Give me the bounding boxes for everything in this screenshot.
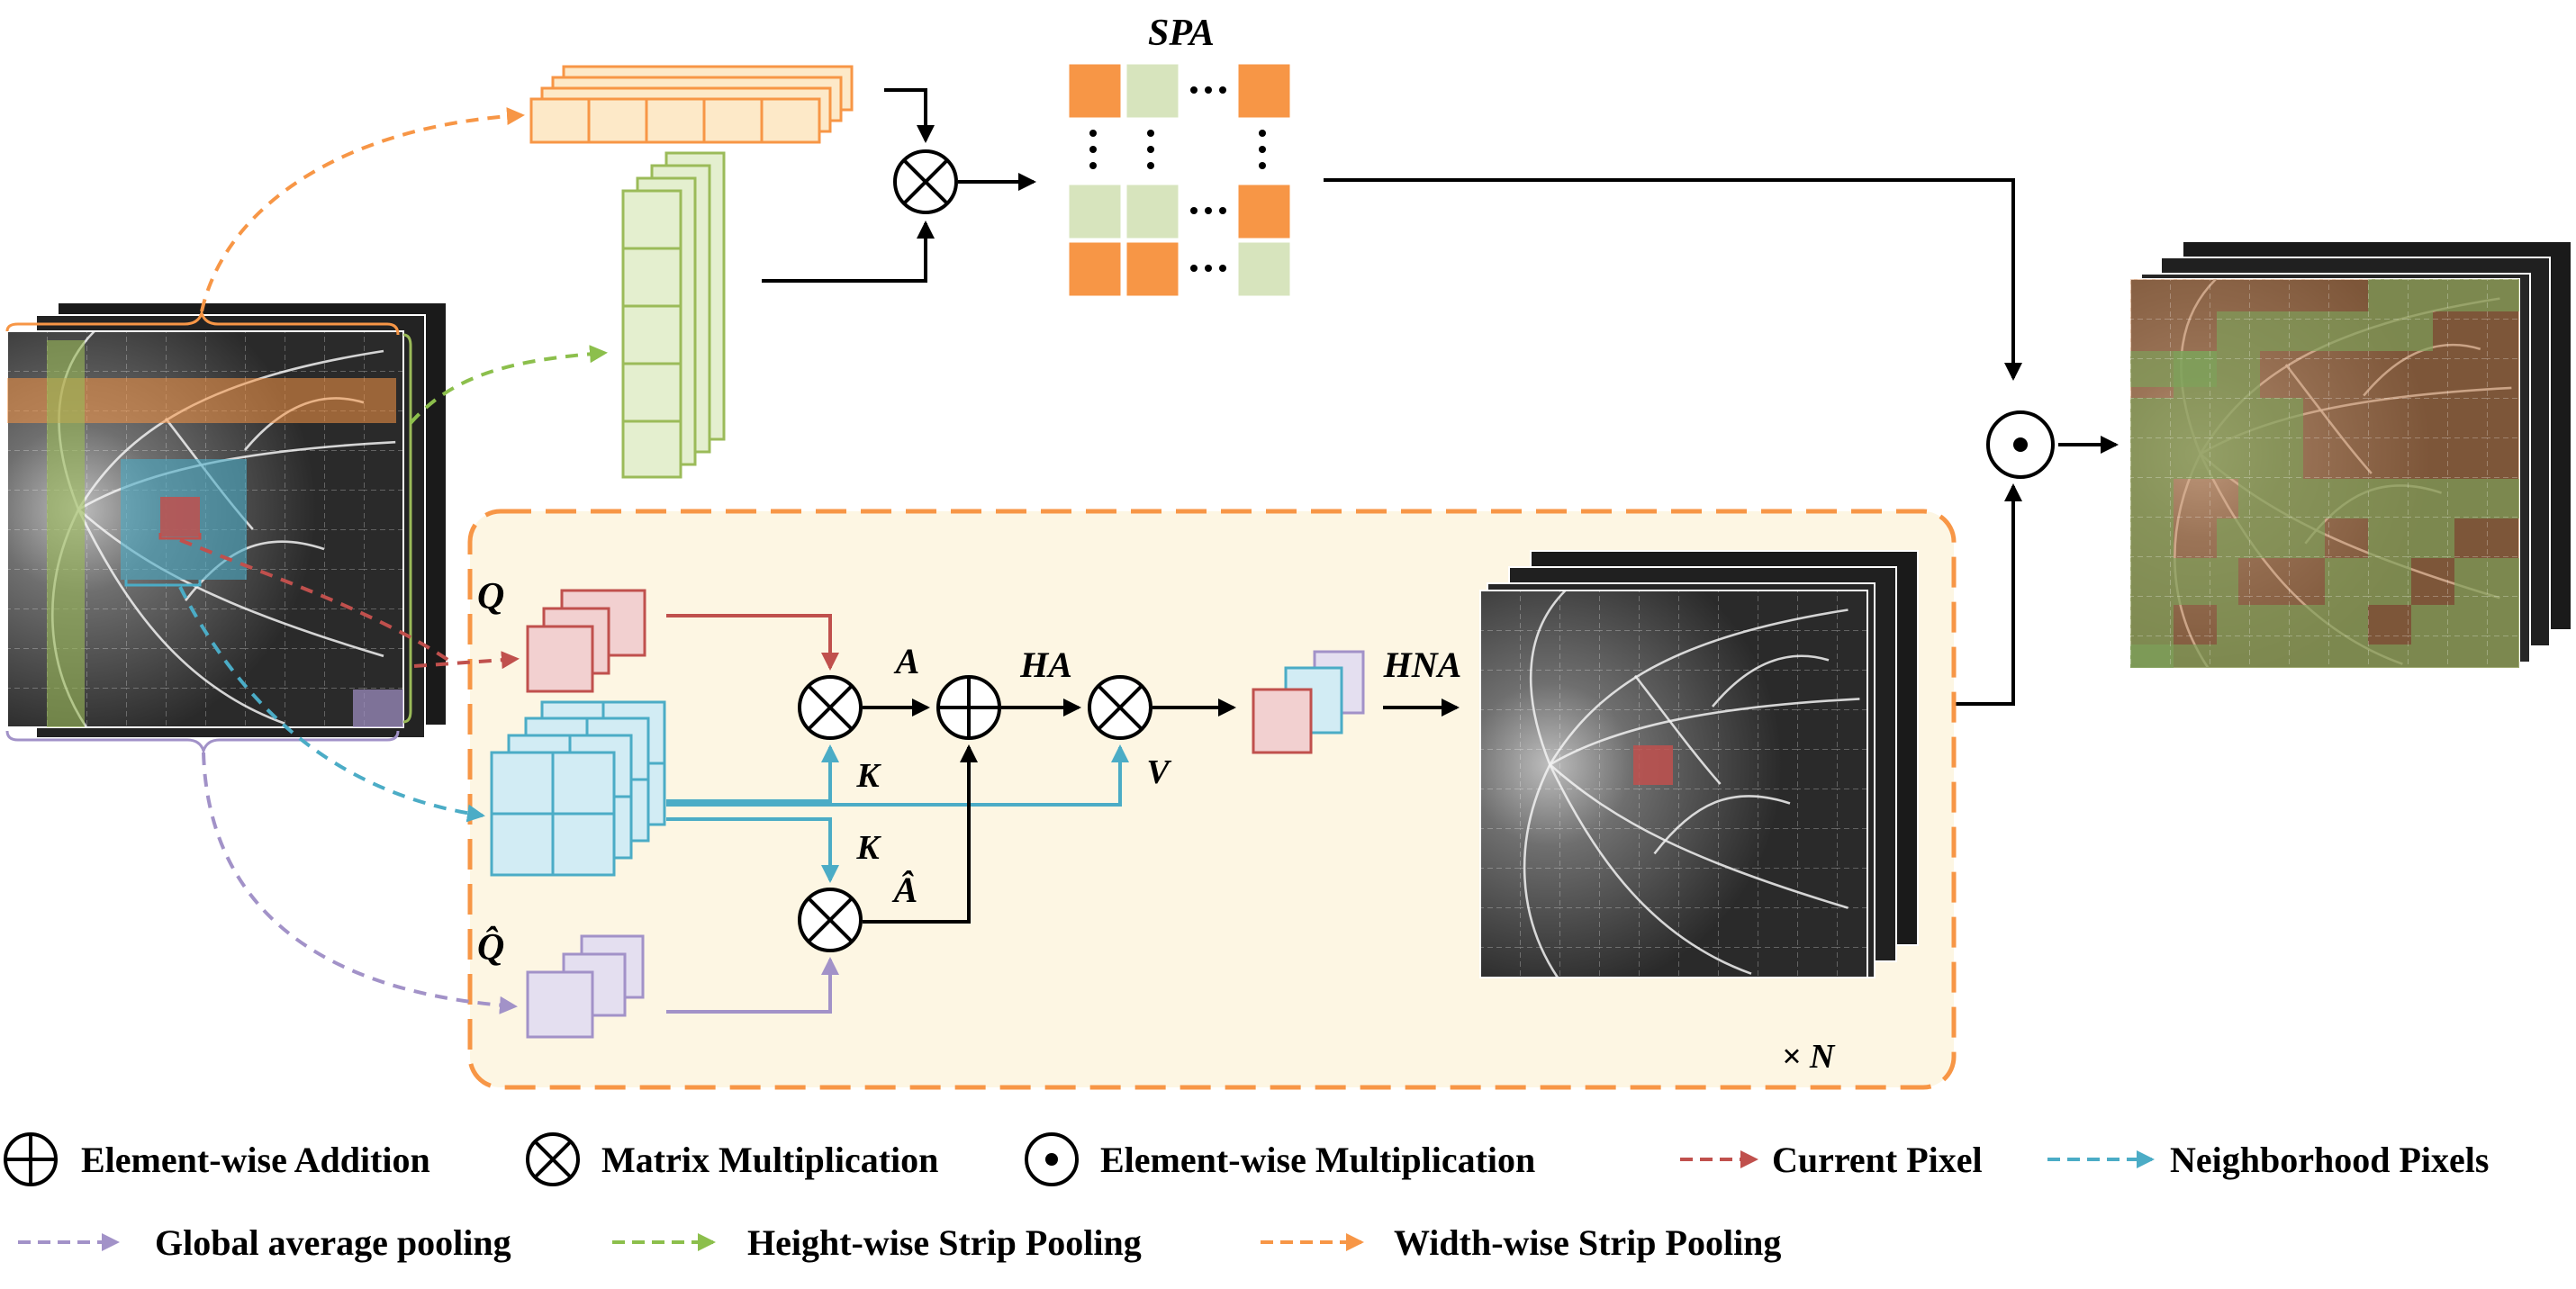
q-hat-tokens (526, 934, 645, 1039)
a-hat-label: Â (891, 870, 918, 910)
legend-addition-text: Element-wise Addition (81, 1140, 430, 1180)
legend-elementwise-mul-icon (1025, 1132, 1079, 1186)
height-strip-highlight (47, 340, 85, 727)
hna-label: HNA (1383, 644, 1462, 685)
hna-output-retina (1480, 590, 1867, 978)
height-brace (402, 333, 412, 724)
height-pooled-strip (621, 151, 726, 479)
legend-elementwise-mul-text: Element-wise Multiplication (1100, 1140, 1535, 1180)
final-output-stack (2130, 241, 2571, 668)
legend-matmul-icon (526, 1132, 580, 1186)
q-label: Q (477, 576, 504, 617)
current-pixel-highlight (160, 497, 200, 536)
k-label-top: K (855, 757, 881, 795)
legend-height-pool-text: Height-wise Strip Pooling (747, 1222, 1142, 1263)
width-pooled-strip (529, 65, 854, 144)
spa-label: SPA (1148, 13, 1215, 54)
v-label: V (1146, 753, 1171, 791)
av-matmul-operator (1088, 675, 1152, 740)
spa-matmul-operator (893, 149, 958, 214)
global-brace (5, 730, 400, 755)
width-brace (5, 309, 400, 336)
k-label-bottom: K (855, 829, 881, 867)
legend-add-icon (4, 1132, 58, 1186)
q-hat-label: Q̂ (477, 926, 504, 969)
input-retina-image (7, 331, 403, 727)
spa-matrix (1066, 61, 1293, 299)
addition-operator (936, 675, 1001, 740)
qk-matmul-operator (798, 675, 863, 740)
repeat-label: × N (1782, 1038, 1836, 1076)
legend-global-pool-text: Global average pooling (155, 1222, 511, 1263)
legend: Element-wise Addition Matrix Multiplicat… (4, 1132, 2489, 1263)
legend-matmul-text: Matrix Multiplication (601, 1140, 938, 1180)
legend-neighborhood-text: Neighborhood Pixels (2170, 1140, 2489, 1180)
qhat-k-matmul-operator (798, 888, 863, 952)
kv-tokens (490, 700, 666, 877)
spa-ellipsis (1089, 86, 1266, 272)
legend-current-pixel-text: Current Pixel (1772, 1140, 1983, 1180)
input-feature-stack (7, 302, 447, 751)
legend-width-pool-text: Width-wise Strip Pooling (1394, 1222, 1781, 1263)
final-output-retina (2130, 279, 2519, 668)
a-label: A (893, 641, 920, 681)
ha-label: HA (1019, 644, 1072, 685)
q-tokens (526, 589, 646, 693)
hna-tokens (1252, 650, 1365, 754)
elementwise-mul-operator (1986, 410, 2055, 479)
hna-output-stack (1480, 551, 1918, 978)
